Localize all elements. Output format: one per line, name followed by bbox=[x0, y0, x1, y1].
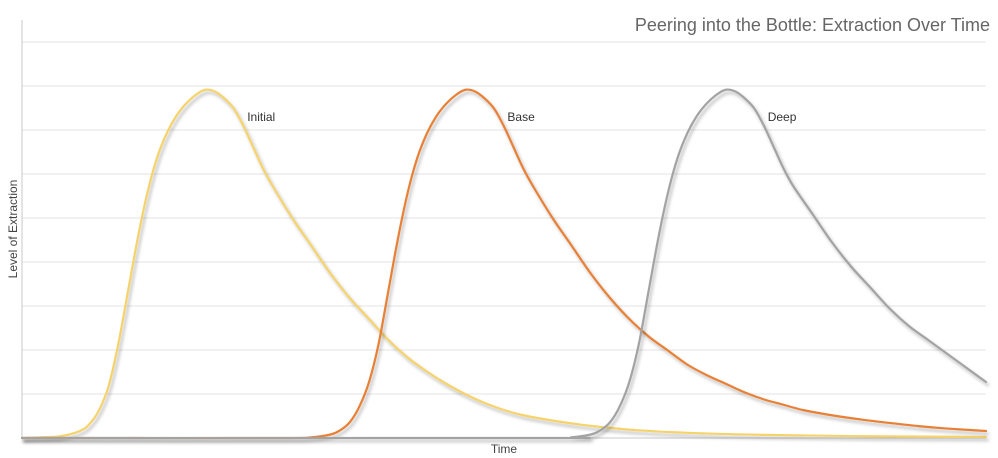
series-label-base: Base bbox=[507, 110, 535, 124]
series-labels: Initial Base Deep bbox=[247, 110, 797, 124]
series-lines bbox=[20, 88, 988, 440]
grid-lines bbox=[22, 41, 986, 395]
series-label-deep: Deep bbox=[768, 110, 797, 124]
y-axis-label: Level of Extraction bbox=[6, 180, 20, 279]
x-axis-label: Time bbox=[491, 442, 518, 456]
series-line-deep bbox=[20, 88, 988, 440]
series-line-base bbox=[20, 88, 988, 440]
series-label-initial: Initial bbox=[247, 110, 275, 124]
chart-title: Peering into the Bottle: Extraction Over… bbox=[635, 15, 990, 35]
series-line-initial bbox=[20, 88, 988, 440]
